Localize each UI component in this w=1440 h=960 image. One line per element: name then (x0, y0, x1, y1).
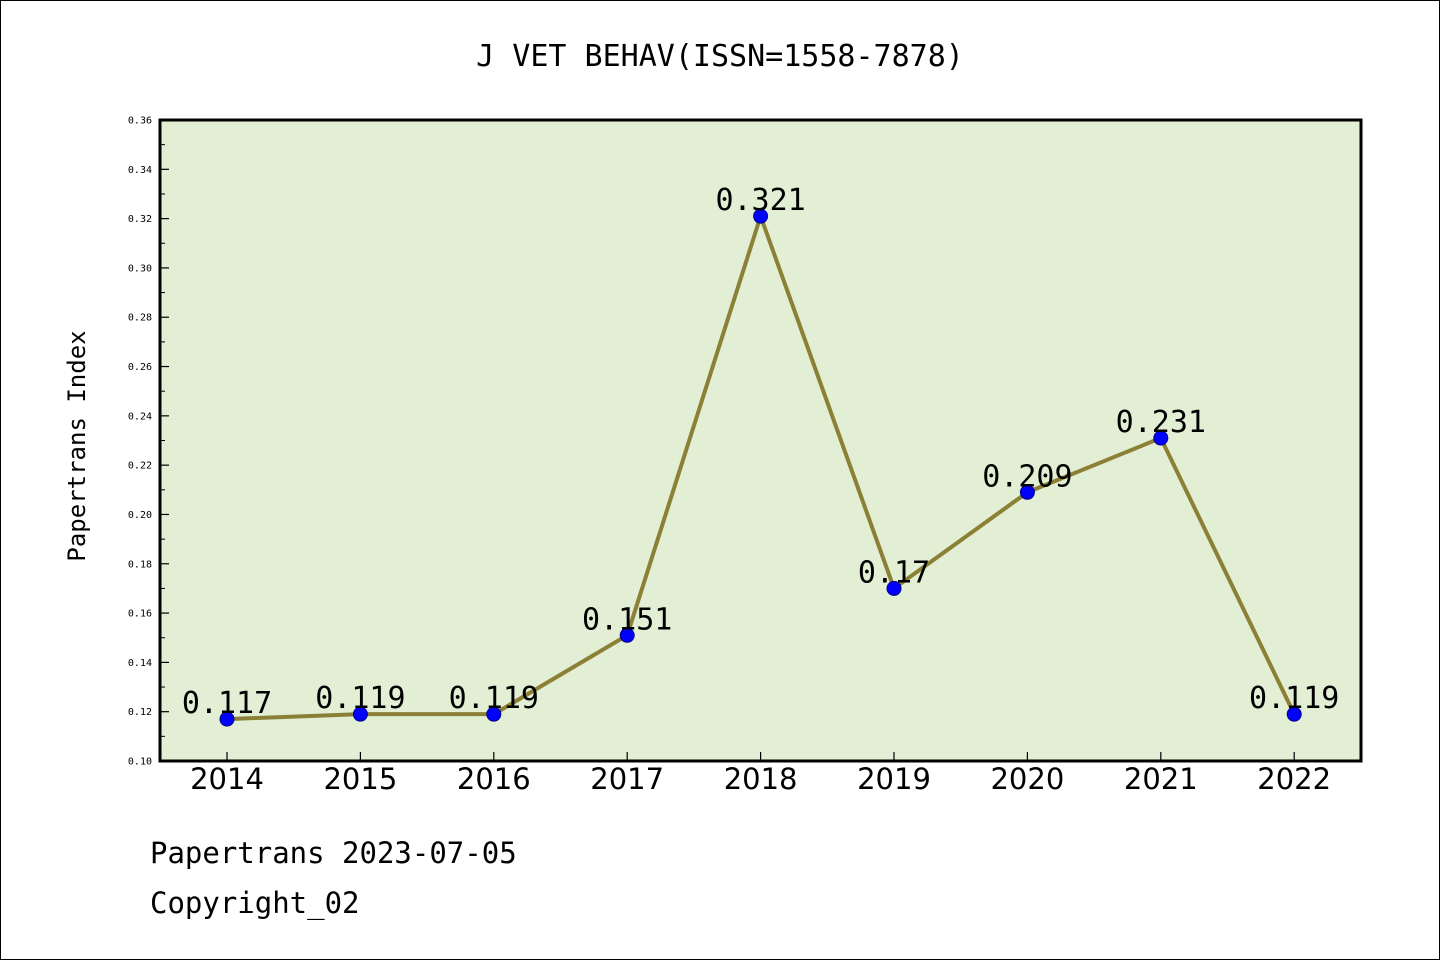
data-point-marker (486, 706, 502, 722)
data-label: 0.209 (982, 459, 1072, 494)
data-point-marker (886, 580, 902, 596)
y-tick-label: 0.28 (128, 313, 152, 324)
y-axis-label: Papertrans Index (63, 330, 91, 561)
x-tick-label: 2022 (1257, 762, 1331, 796)
y-tick-label: 0.36 (128, 116, 152, 127)
data-point-marker (619, 627, 635, 643)
data-label: 0.119 (315, 681, 405, 716)
data-point-marker (352, 706, 368, 722)
data-label: 0.17 (858, 555, 930, 590)
data-label: 0.117 (182, 686, 272, 721)
y-tick-label: 0.14 (128, 658, 152, 669)
footer-date-text: Papertrans 2023-07-05 (150, 836, 517, 870)
data-point-marker (1019, 484, 1035, 500)
y-tick-label: 0.18 (128, 559, 152, 570)
data-label: 0.119 (449, 681, 539, 716)
y-tick-label: 0.12 (128, 707, 152, 718)
data-point-marker (1153, 430, 1169, 446)
x-tick-label: 2019 (857, 762, 931, 796)
data-label: 0.151 (582, 602, 672, 637)
data-label: 0.119 (1249, 681, 1339, 716)
x-axis-ticks: 2014 2015 2016 2017 2018 2019 2020 2021 2022 (190, 752, 1331, 796)
x-tick-label: 2021 (1124, 762, 1198, 796)
y-tick-label: 0.16 (128, 609, 152, 620)
x-tick-label: 2014 (190, 762, 264, 796)
data-point-marker (219, 711, 235, 727)
y-tick-label: 0.26 (128, 362, 152, 373)
chart-title: J VET BEHAV(ISSN=1558-7878) (476, 39, 964, 74)
x-tick-label: 2015 (323, 762, 397, 796)
series-line-group: 0.117 0.119 0.119 0.151 0.321 0.17 0.209 0.231 0… (182, 183, 1339, 727)
y-tick-label: 0.34 (128, 165, 152, 176)
x-tick-label: 2017 (590, 762, 664, 796)
y-tick-label: 0.22 (128, 461, 152, 472)
x-tick-label: 2016 (457, 762, 531, 796)
data-point-marker (1286, 706, 1302, 722)
x-tick-label: 2018 (724, 762, 798, 796)
y-tick-label: 0.24 (128, 411, 152, 422)
y-axis-ticks: 0.10 0.12 0.14 0.16 0.18 0.20 0.22 0.24 0.26 0.28… (128, 116, 169, 768)
data-label: 0.321 (715, 183, 805, 218)
y-tick-label: 0.20 (128, 510, 152, 521)
y-tick-label: 0.32 (128, 214, 152, 225)
data-point-marker (753, 208, 769, 224)
data-label: 0.231 (1116, 405, 1206, 440)
x-tick-label: 2020 (990, 762, 1064, 796)
y-tick-label: 0.30 (128, 263, 152, 274)
footer-copyright-text: Copyright_02 (150, 886, 360, 920)
plot-border (158, 118, 1363, 763)
y-tick-label: 0.10 (128, 757, 152, 768)
